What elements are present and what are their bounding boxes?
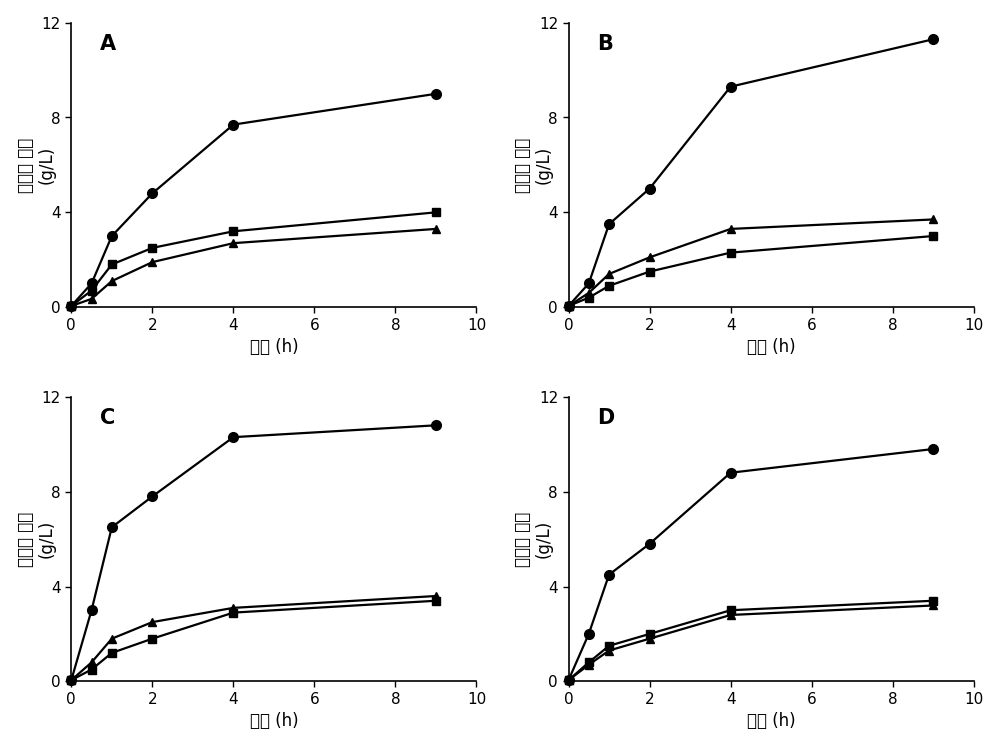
X-axis label: 时间 (h): 时间 (h) xyxy=(747,338,795,356)
X-axis label: 时间 (h): 时间 (h) xyxy=(747,713,795,731)
Text: B: B xyxy=(597,34,613,54)
Y-axis label: 环糊精 产量
(g/L): 环糊精 产量 (g/L) xyxy=(514,512,553,567)
Text: A: A xyxy=(100,34,116,54)
X-axis label: 时间 (h): 时间 (h) xyxy=(250,338,298,356)
Text: C: C xyxy=(100,409,115,428)
Y-axis label: 环糊精 产量
(g/L): 环糊精 产量 (g/L) xyxy=(514,137,553,193)
Y-axis label: 环糊精 产量
(g/L): 环糊精 产量 (g/L) xyxy=(17,137,55,193)
X-axis label: 时间 (h): 时间 (h) xyxy=(250,713,298,731)
Text: D: D xyxy=(597,409,614,428)
Y-axis label: 环糊精 产量
(g/L): 环糊精 产量 (g/L) xyxy=(17,512,55,567)
